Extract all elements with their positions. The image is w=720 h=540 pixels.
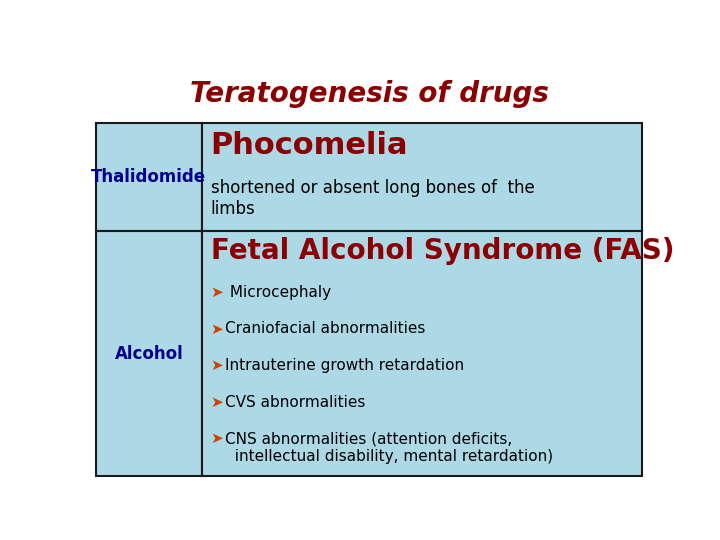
Bar — [202, 123, 642, 231]
Text: ➤: ➤ — [210, 285, 223, 300]
Bar — [96, 231, 202, 476]
Bar — [96, 123, 202, 231]
Text: CVS abnormalities: CVS abnormalities — [225, 395, 365, 410]
Text: Microcephaly: Microcephaly — [225, 285, 330, 300]
Text: Intrauterine growth retardation: Intrauterine growth retardation — [225, 358, 464, 373]
Text: ➤: ➤ — [210, 395, 223, 410]
Text: ➤: ➤ — [210, 358, 223, 373]
Text: shortened or absent long bones of  the
limbs: shortened or absent long bones of the li… — [210, 179, 534, 218]
Text: ➤: ➤ — [210, 321, 223, 336]
Text: Teratogenesis of drugs: Teratogenesis of drugs — [189, 80, 549, 108]
Text: Fetal Alcohol Syndrome (FAS): Fetal Alcohol Syndrome (FAS) — [210, 237, 674, 265]
Text: Alcohol: Alcohol — [114, 345, 184, 363]
Text: ➤: ➤ — [210, 431, 223, 446]
Bar — [202, 231, 642, 476]
Text: Thalidomide: Thalidomide — [91, 168, 207, 186]
Text: Phocomelia: Phocomelia — [210, 131, 408, 160]
Text: Craniofacial abnormalities: Craniofacial abnormalities — [225, 321, 425, 336]
Text: CNS abnormalities (attention deficits,
  intellectual disability, mental retarda: CNS abnormalities (attention deficits, i… — [225, 431, 553, 464]
